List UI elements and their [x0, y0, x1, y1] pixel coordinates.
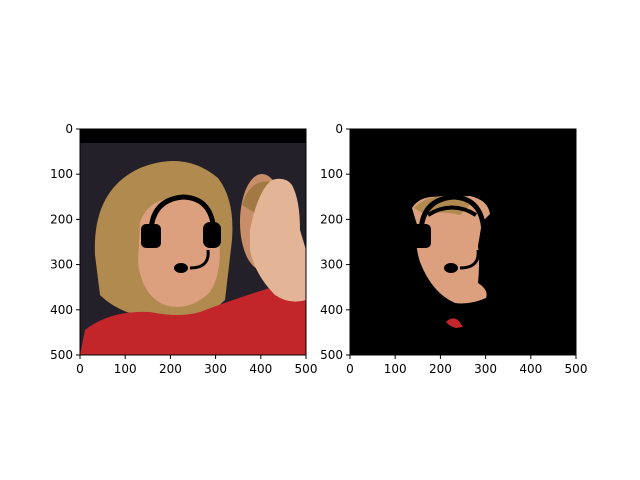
- right-x-tick-label: 200: [429, 362, 452, 376]
- right-y-tick-label: 300: [320, 258, 343, 272]
- headset-mic-boom: [189, 249, 210, 270]
- left-x-tick-label: 200: [159, 362, 182, 376]
- right-y-tick-label: 200: [320, 212, 343, 226]
- left-y-tick-label: 0: [65, 122, 73, 136]
- raised-hand: [250, 178, 306, 302]
- right-y-tick-label: 0: [335, 122, 343, 136]
- right-x-tick-label: 300: [474, 362, 497, 376]
- left-y-tick-label: 200: [50, 212, 73, 226]
- headset-overlay: [141, 194, 221, 273]
- headset-left-ear: [141, 224, 161, 248]
- headset-band-masked: [418, 194, 487, 237]
- headset-inner-arc-masked: [426, 205, 478, 217]
- right-x-tick-label: 0: [346, 362, 354, 376]
- right-y-tick-label: 100: [320, 167, 343, 181]
- right-x-tick-label: 400: [519, 362, 542, 376]
- left-x-tick-label: 0: [76, 362, 84, 376]
- red-jacket: [80, 285, 306, 355]
- left-y-tick-label: 500: [50, 348, 73, 362]
- left-x-tick-label: 300: [204, 362, 227, 376]
- headset-band: [148, 194, 217, 237]
- right-y-tick-label: 500: [320, 348, 343, 362]
- headset-right-ear: [203, 222, 221, 248]
- left-x-tick-label: 500: [295, 362, 318, 376]
- headset-mic-masked: [444, 263, 458, 273]
- masked-jacket-fragment: [446, 318, 463, 328]
- left-y-tick-label: 100: [50, 167, 73, 181]
- right-x-tick-label: 100: [384, 362, 407, 376]
- right-axes-frame: [349, 128, 577, 356]
- headset-mic-boom-masked: [459, 249, 480, 270]
- right-x-tick-label: 500: [565, 362, 588, 376]
- headset-left-ear-masked: [411, 224, 431, 248]
- headset-mic: [174, 263, 188, 273]
- left-x-tick-label: 100: [114, 362, 137, 376]
- left-x-tick-label: 400: [249, 362, 272, 376]
- photo-top-black-band: [80, 129, 306, 143]
- masked-face-region: [412, 196, 490, 304]
- left-y-tick-label: 300: [50, 258, 73, 272]
- left-y-tick-label: 400: [50, 303, 73, 317]
- right-y-tick-label: 400: [320, 303, 343, 317]
- left-axes-frame: [79, 128, 307, 356]
- headset-overlay-masked: [411, 194, 487, 273]
